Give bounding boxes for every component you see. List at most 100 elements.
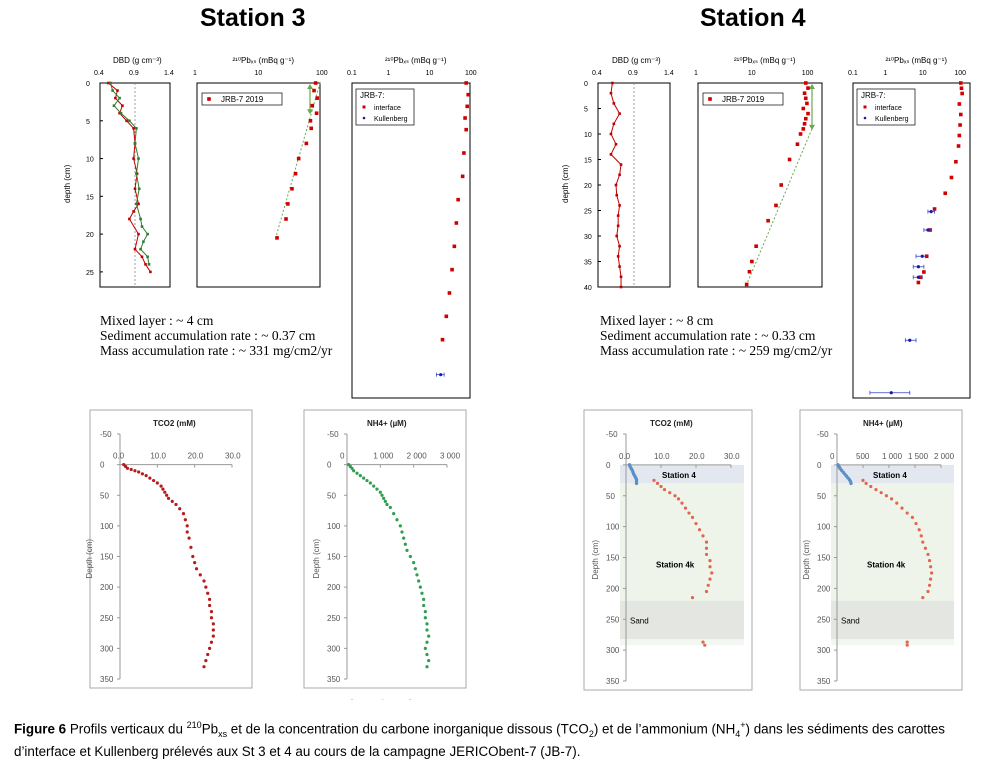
pb-data-point xyxy=(804,117,808,121)
pb-x-tick-label: 100 xyxy=(465,70,477,77)
interface-data-point xyxy=(958,102,962,106)
pb-data-point xyxy=(779,183,783,187)
dbd-y-tick-label: 0 xyxy=(584,81,588,88)
profile-data-point xyxy=(199,573,202,576)
figure-caption: Figure 6 Profils verticaux du 210Pbxs et… xyxy=(14,716,1004,761)
station4k-data-point xyxy=(906,644,909,647)
profile-data-point xyxy=(384,500,387,503)
dbd-data-point xyxy=(617,214,620,217)
profile-x-tick-label: 30.0 xyxy=(225,452,241,461)
profile-data-point xyxy=(375,488,378,491)
pb-data-point xyxy=(309,119,313,123)
profile-y-tick-label: 50 xyxy=(100,491,109,500)
dbd-data-point xyxy=(113,104,116,107)
profile-data-point xyxy=(182,512,185,515)
dbd-data-point xyxy=(135,203,138,206)
station4k-data-point xyxy=(929,565,932,568)
station4-notes-line: Mass accumulation rate : ~ 259 mg/cm2/yr xyxy=(600,343,833,358)
legend-marker-jrb xyxy=(207,97,211,101)
station4k-data-point xyxy=(926,553,929,556)
interface-data-point xyxy=(960,92,964,96)
pb-x-tick-label: 0.1 xyxy=(347,70,357,77)
caption-sub-xs: xs xyxy=(218,729,227,739)
dbd-data-point xyxy=(141,225,144,228)
profile-data-point xyxy=(427,635,430,638)
interface-data-point xyxy=(464,128,468,132)
caption-pb: Pb xyxy=(202,721,218,736)
pb-data-point xyxy=(754,244,758,248)
pb-x-tick-label: 100 xyxy=(802,70,814,77)
profile-data-point xyxy=(191,555,194,558)
profile-data-point xyxy=(212,628,215,631)
dbd-x-tick-label: 0.9 xyxy=(129,70,139,77)
profile-x-tick-label: 1 000 xyxy=(373,452,394,461)
profile-y-tick-label: 150 xyxy=(606,554,620,563)
profile-data-point xyxy=(210,616,213,619)
sand-region-label: Sand xyxy=(841,616,860,625)
profile-data-point xyxy=(186,530,189,533)
profile-x-tick-label: 0.0 xyxy=(619,452,631,461)
profile-depth-axis-label: Depth (cm) xyxy=(591,540,600,580)
dbd-y-tick-label: 10 xyxy=(584,132,592,139)
dbd-data-point xyxy=(610,92,613,95)
profile-y-tick-label: 350 xyxy=(606,677,620,686)
pb-data-point xyxy=(309,127,313,131)
station4-data-point xyxy=(635,482,638,485)
profile-data-point xyxy=(414,567,417,570)
profile-x-tick-label: 0 xyxy=(340,452,345,461)
interface-data-point xyxy=(960,86,964,90)
station4k-data-point xyxy=(701,534,704,537)
pb-data-point xyxy=(766,219,770,223)
station4k-data-point xyxy=(701,640,704,643)
dbd-y-tick-label: 25 xyxy=(86,270,94,277)
dbd-y-tick-label: 0 xyxy=(86,81,90,88)
station4k-data-point xyxy=(926,590,929,593)
pb-x-tick-label: 10 xyxy=(426,70,434,77)
profile-data-point xyxy=(400,530,403,533)
profile-y-tick-label: 300 xyxy=(327,644,341,653)
station4-notes-line: Mixed layer : ~ 8 cm xyxy=(600,313,714,328)
profile-y-tick-label: 250 xyxy=(100,614,114,623)
profile-data-point xyxy=(171,500,174,503)
profile-data-point xyxy=(355,472,358,475)
profile-y-tick-label: 50 xyxy=(606,492,615,501)
station4k-data-point xyxy=(900,507,903,510)
station4k-region-label: Station 4k xyxy=(867,561,906,570)
dbd-data-point xyxy=(114,97,117,100)
dbd-data-point xyxy=(139,248,142,251)
dbd-data-point xyxy=(618,112,621,115)
station4-data-point xyxy=(849,482,852,485)
station4k-data-point xyxy=(656,482,659,485)
fit-line xyxy=(747,129,812,285)
profile-data-point xyxy=(206,592,209,595)
kullenberg-data-point xyxy=(921,255,924,258)
station4k-data-point xyxy=(705,540,708,543)
dbd-y-tick-label: 20 xyxy=(86,232,94,239)
profile-x-tick-label: 0 xyxy=(830,452,835,461)
profile-data-point xyxy=(204,586,207,589)
pb-data-point xyxy=(774,204,778,208)
profile-data-point xyxy=(152,479,155,482)
profile-y-tick-label: 250 xyxy=(327,614,341,623)
dbd-series-line xyxy=(108,83,150,272)
profile-x-tick-label: 0.0 xyxy=(113,452,125,461)
profile-y-tick-label: 100 xyxy=(817,523,831,532)
interface-data-point xyxy=(464,81,468,85)
profile-data-point xyxy=(130,468,133,471)
dbd-data-point xyxy=(137,157,140,160)
interface-data-point xyxy=(943,191,947,195)
station4k-data-point xyxy=(705,590,708,593)
profile-data-point xyxy=(425,622,428,625)
profile-data-point xyxy=(195,567,198,570)
dbd-data-point xyxy=(615,184,618,187)
profile-x-tick-label: 1 000 xyxy=(882,452,903,461)
legend-marker-kullenberg xyxy=(864,117,867,120)
dbd-data-point xyxy=(137,233,140,236)
station4k-data-point xyxy=(929,578,932,581)
station4k-data-point xyxy=(673,494,676,497)
legend-label-kullenberg: Kullenberg xyxy=(875,116,909,123)
pb-data-point xyxy=(286,202,290,206)
dbd-data-point xyxy=(620,276,623,279)
interface-data-point xyxy=(917,281,921,285)
